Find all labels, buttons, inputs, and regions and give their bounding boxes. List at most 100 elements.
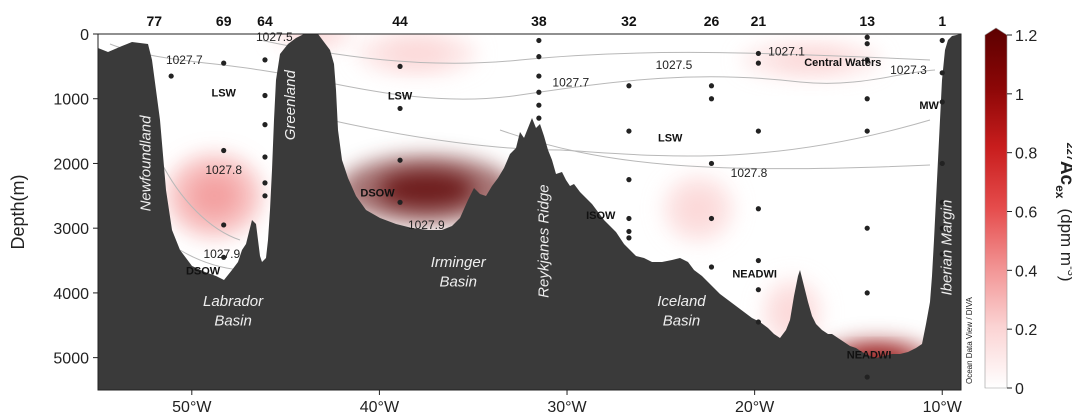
station-label: 69 [216, 13, 232, 29]
density-contour [109, 43, 936, 100]
sample-point [397, 63, 403, 69]
sample-point [626, 235, 632, 241]
sample-point [708, 160, 715, 167]
water-mass-label: MW [919, 100, 939, 112]
sample-point [626, 228, 632, 235]
activity-patch [166, 153, 263, 238]
sample-point [262, 193, 268, 199]
sample-point [755, 287, 761, 293]
sample-point [939, 199, 945, 205]
sample-point [536, 89, 542, 95]
colorbar-tick-label: 0.2 [1015, 322, 1037, 339]
x-tick-label: 50°W [172, 399, 212, 416]
region-label: Irminger [431, 254, 487, 271]
y-tick-label: 2000 [53, 156, 89, 173]
sample-point [864, 96, 870, 102]
sample-point [939, 37, 945, 44]
sample-point [221, 60, 227, 66]
colorbar-label-isotope: 227 [1064, 142, 1072, 160]
seafloor-bathymetry [98, 34, 961, 390]
sample-point [626, 83, 632, 89]
sample-point [864, 374, 870, 380]
colorbar-label-subscript: ex [1053, 185, 1067, 199]
water-mass-label: LSW [388, 90, 413, 102]
sample-point [864, 57, 870, 63]
y-tick-label: 4000 [53, 286, 89, 303]
sample-point [626, 128, 632, 134]
sample-point [708, 83, 715, 89]
water-mass-label: NEADWI [847, 349, 892, 361]
odv-credit: Ocean Data View / DIVA [965, 296, 974, 384]
activity-patch-core [187, 172, 241, 219]
sample-point [864, 41, 870, 47]
colorbar-tick-label: 0.6 [1015, 205, 1037, 222]
sample-point [864, 128, 870, 134]
activity-patch-core [772, 49, 850, 70]
sample-point [708, 215, 715, 222]
y-axis-label: Depth(m) [8, 174, 28, 249]
sample-point [626, 215, 632, 222]
sample-point [536, 37, 542, 44]
colorbar: 0 0.2 0.4 0.6 0.8 1 1.2 227Acex (dpm m-3) [984, 27, 1072, 398]
contour-label: 1027.9 [408, 218, 445, 232]
contour-label: 1027.8 [205, 163, 242, 177]
plot-frame [97, 33, 962, 391]
sample-point [536, 115, 542, 121]
water-mass-label: Central Waters [804, 57, 881, 69]
sample-point [939, 160, 945, 167]
contour-label: 1027.7 [552, 76, 589, 90]
sample-point [939, 99, 945, 105]
activity-patch [740, 41, 881, 78]
station-labels: 77 69 64 44 38 32 26 21 13 1 [146, 13, 946, 29]
sample-point [939, 251, 945, 257]
station-label: 26 [704, 13, 720, 29]
water-mass-label: NEADWI [732, 268, 777, 280]
contour-label: 1027.8 [731, 166, 768, 180]
sample-point [262, 57, 268, 63]
colorbar-tick-label: 0.8 [1015, 146, 1037, 163]
activity-patch [662, 174, 735, 243]
sample-point [397, 199, 403, 205]
sample-point [536, 73, 542, 79]
sample-point [755, 60, 761, 66]
x-tick-label: 40°W [360, 399, 400, 416]
contour-labels: 1027.7 1027.5 1027.8 1027.9 1027.9 1027.7 1027… [166, 30, 927, 261]
colorbar-ticks: 0 0.2 0.4 0.6 0.8 1 1.2 [1007, 28, 1037, 398]
colorbar-tick-label: 1.2 [1015, 28, 1037, 45]
sample-point [755, 128, 761, 134]
activity-patch-core [678, 190, 719, 228]
sample-point [939, 225, 945, 231]
y-tick-label: 0 [80, 27, 89, 44]
station-label: 77 [146, 13, 162, 29]
sample-point [708, 264, 715, 270]
activity-patch-core [383, 41, 450, 66]
station-label: 21 [751, 13, 767, 29]
contour-label: 1027.9 [203, 247, 240, 261]
sample-point [708, 96, 715, 102]
water-mass-label: LSW [658, 133, 683, 145]
sample-point [626, 177, 632, 183]
colorbar-label: 227Acex (dpm m-3) [1053, 142, 1072, 281]
colorbar-tick-label: 0.4 [1015, 263, 1037, 280]
colorbar-label-units-exponent: -3 [1065, 266, 1072, 276]
region-label: Iceland [657, 293, 706, 310]
water-mass-label: DSOW [360, 188, 395, 200]
contour-label: 1027.5 [656, 58, 693, 72]
sample-point [168, 73, 174, 79]
region-label: Iberian Margin [939, 200, 956, 296]
colorbar-tick-label: 0 [1015, 381, 1024, 398]
station-label: 38 [531, 13, 547, 29]
contour-label: 1027.7 [166, 53, 203, 67]
sample-point [864, 225, 870, 231]
colorbar-label-units-close: ) [1057, 276, 1072, 282]
x-axis: 50°W 40°W 30°W 20°W 10°W [172, 390, 963, 416]
contour-label: 1027.1 [768, 44, 805, 58]
sample-point [262, 122, 268, 128]
colorbar-bar [984, 27, 1008, 389]
region-label: Basin [214, 312, 252, 329]
region-label: Greenland [282, 70, 299, 141]
y-tick-label: 5000 [53, 351, 89, 368]
y-axis: 0 1000 2000 3000 4000 5000 [53, 27, 98, 368]
sample-point [397, 105, 403, 112]
region-labels: Newfoundland Greenland Labrador Basin Irming… [138, 70, 956, 330]
